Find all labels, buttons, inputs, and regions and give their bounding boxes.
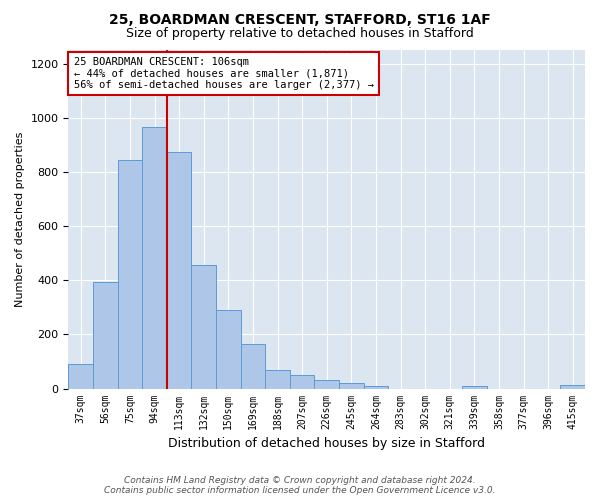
X-axis label: Distribution of detached houses by size in Stafford: Distribution of detached houses by size … [168,437,485,450]
Bar [339,382,364,388]
Text: Contains HM Land Registry data © Crown copyright and database right 2024.
Contai: Contains HM Land Registry data © Crown c… [104,476,496,495]
Bar [167,152,191,388]
Bar [462,386,487,388]
Bar [93,282,118,389]
Text: 25, BOARDMAN CRESCENT, STAFFORD, ST16 1AF: 25, BOARDMAN CRESCENT, STAFFORD, ST16 1A… [109,12,491,26]
Bar [290,375,314,388]
Y-axis label: Number of detached properties: Number of detached properties [15,132,25,307]
Bar [118,160,142,388]
Bar [68,364,93,388]
Bar [314,380,339,388]
Bar [216,310,241,388]
Text: Size of property relative to detached houses in Stafford: Size of property relative to detached ho… [126,28,474,40]
Text: 25 BOARDMAN CRESCENT: 106sqm
← 44% of detached houses are smaller (1,871)
56% of: 25 BOARDMAN CRESCENT: 106sqm ← 44% of de… [74,57,374,90]
Bar [142,127,167,388]
Bar [241,344,265,389]
Bar [265,370,290,388]
Bar [560,386,585,388]
Bar [364,386,388,388]
Bar [191,266,216,388]
